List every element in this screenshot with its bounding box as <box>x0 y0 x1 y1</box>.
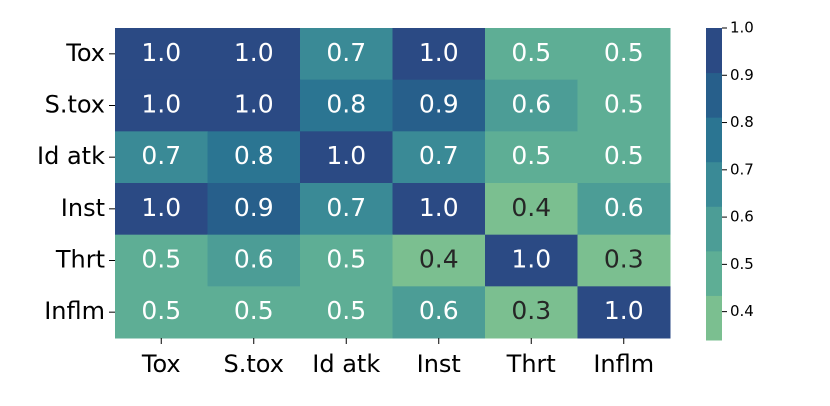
cell-label: 0.7 <box>326 38 366 67</box>
y-tick-label: Inflm <box>44 297 105 325</box>
heatmap-cell <box>207 131 301 184</box>
colorbar-tick-label: 0.6 <box>730 208 754 226</box>
heatmap-cell <box>300 234 393 287</box>
cell-label: 1.0 <box>234 38 274 67</box>
cell-label: 1.0 <box>419 38 459 67</box>
cell-label: 0.5 <box>511 141 551 170</box>
cell-label: 0.5 <box>234 296 274 325</box>
heatmap-cell <box>392 79 486 132</box>
heatmap-cell <box>115 234 208 287</box>
y-tick-label: Inst <box>61 194 105 222</box>
colorbar-band <box>706 250 722 296</box>
heatmap-cell <box>392 131 486 184</box>
cell-label: 1.0 <box>511 245 551 274</box>
cell-label: 0.9 <box>419 90 459 119</box>
colorbar-tick-label: 0.5 <box>730 255 754 273</box>
colorbar-tick-label: 0.4 <box>730 302 754 320</box>
heatmap-cell <box>485 28 578 81</box>
colorbar-band <box>706 161 722 207</box>
cell-label: 0.5 <box>326 296 366 325</box>
x-tick-label: Id atk <box>312 350 380 378</box>
heatmap-cell <box>115 286 208 339</box>
cell-label: 0.5 <box>604 141 644 170</box>
colorbar-band <box>706 295 722 341</box>
cell-label: 0.7 <box>326 193 366 222</box>
heatmap-cell <box>115 131 208 184</box>
heatmap-cell <box>207 28 301 81</box>
heatmap-cell <box>300 286 393 339</box>
heatmap-cell <box>577 286 671 339</box>
heatmap-cell <box>577 234 671 287</box>
heatmap-cell <box>207 234 301 287</box>
cell-label: 1.0 <box>419 193 459 222</box>
x-tick-label: Inst <box>417 350 461 378</box>
x-tick-label: Thrt <box>506 350 556 378</box>
heatmap-cell <box>577 131 671 184</box>
cell-label: 1.0 <box>234 90 274 119</box>
colorbar-tick-label: 0.9 <box>730 66 754 84</box>
cell-label: 0.4 <box>419 245 459 274</box>
cell-label: 0.6 <box>604 193 644 222</box>
heatmap-cell <box>485 131 578 184</box>
y-tick-label: Id atk <box>37 142 105 170</box>
heatmap-cell <box>300 183 393 236</box>
cell-label: 0.5 <box>141 245 181 274</box>
heatmap-cell <box>485 234 578 287</box>
cell-label: 0.5 <box>326 245 366 274</box>
cell-label: 0.3 <box>511 296 551 325</box>
cell-label: 0.8 <box>234 141 274 170</box>
heatmap-cell <box>115 28 208 81</box>
heatmap-cell <box>392 28 486 81</box>
cell-label: 0.5 <box>604 38 644 67</box>
heatmap-cell <box>577 28 671 81</box>
colorbar-band <box>706 72 722 118</box>
cell-label: 0.5 <box>604 90 644 119</box>
heatmap-cell <box>300 131 393 184</box>
cell-label: 0.3 <box>604 245 644 274</box>
heatmap-cell <box>392 183 486 236</box>
cell-label: 1.0 <box>141 38 181 67</box>
heatmap-cell <box>485 183 578 236</box>
heatmap-cell <box>577 183 671 236</box>
y-tick-label: Tox <box>65 39 105 67</box>
heatmap-cell <box>485 79 578 132</box>
heatmap-cell <box>115 183 208 236</box>
x-tick-label: S.tox <box>224 350 284 378</box>
cell-label: 0.7 <box>141 141 181 170</box>
colorbar-tick-label: 1.0 <box>730 19 754 37</box>
cell-label: 1.0 <box>141 193 181 222</box>
colorbar-band <box>706 206 722 252</box>
heatmap-cell <box>485 286 578 339</box>
cell-label: 0.4 <box>511 193 551 222</box>
y-tick-label: Thrt <box>55 246 105 274</box>
cell-label: 0.9 <box>234 193 274 222</box>
colorbar-tick-label: 0.7 <box>730 160 754 178</box>
heatmap-cell <box>300 79 393 132</box>
x-tick-label: Inflm <box>593 350 654 378</box>
colorbar-band <box>706 28 722 74</box>
heatmap-cell <box>207 286 301 339</box>
heatmap-cell <box>577 79 671 132</box>
heatmap-cell <box>300 28 393 81</box>
cell-label: 0.6 <box>419 296 459 325</box>
cell-label: 0.8 <box>326 90 366 119</box>
colorbar-tick-label: 0.8 <box>730 113 754 131</box>
cell-label: 0.5 <box>511 38 551 67</box>
heatmap-cell <box>392 286 486 339</box>
cell-label: 0.6 <box>234 245 274 274</box>
cell-label: 1.0 <box>326 141 366 170</box>
heatmap-cell <box>392 234 486 287</box>
cell-label: 0.7 <box>419 141 459 170</box>
heatmap-cell <box>115 79 208 132</box>
x-tick-label: Tox <box>141 350 181 378</box>
y-tick-label: S.tox <box>45 91 105 119</box>
heatmap-cell <box>207 79 301 132</box>
cell-label: 0.6 <box>511 90 551 119</box>
colorbar-band <box>706 117 722 163</box>
cell-label: 1.0 <box>604 296 644 325</box>
heatmap-cell <box>207 183 301 236</box>
cell-label: 1.0 <box>141 90 181 119</box>
cell-label: 0.5 <box>141 296 181 325</box>
